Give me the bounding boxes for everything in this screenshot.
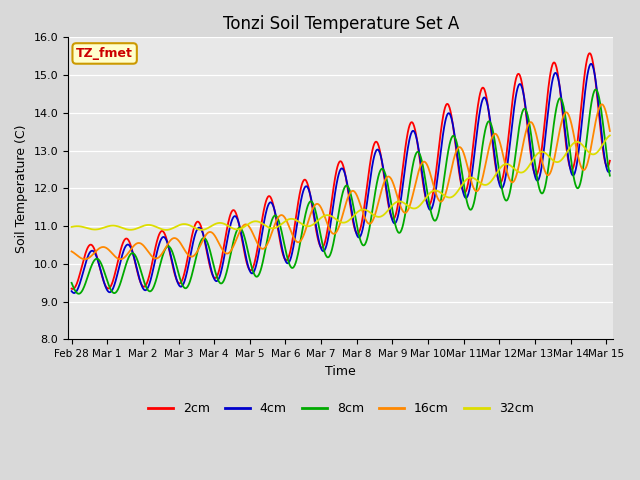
- 8cm: [75, 291, 83, 297]
- Line: 32cm: 32cm: [72, 135, 610, 230]
- 32cm: [139, 223, 147, 229]
- Text: TZ_fmet: TZ_fmet: [76, 47, 133, 60]
- 4cm: [70, 290, 78, 296]
- 2cm: [351, 227, 358, 232]
- 8cm: [301, 211, 309, 217]
- Y-axis label: Soil Temperature (C): Soil Temperature (C): [15, 124, 28, 252]
- 4cm: [606, 168, 614, 174]
- 8cm: [250, 269, 257, 275]
- 32cm: [606, 132, 614, 138]
- 32cm: [68, 224, 76, 230]
- 16cm: [159, 250, 166, 255]
- 16cm: [301, 227, 309, 233]
- Line: 4cm: 4cm: [72, 64, 610, 293]
- 2cm: [586, 50, 593, 56]
- 32cm: [351, 212, 358, 217]
- 4cm: [250, 270, 257, 276]
- 32cm: [250, 219, 257, 225]
- 4cm: [362, 206, 370, 212]
- 2cm: [140, 284, 147, 289]
- 8cm: [592, 86, 600, 92]
- Line: 2cm: 2cm: [72, 53, 610, 289]
- 2cm: [250, 264, 257, 269]
- 16cm: [81, 256, 88, 262]
- Line: 8cm: 8cm: [72, 89, 610, 294]
- 2cm: [68, 286, 76, 291]
- 4cm: [587, 61, 595, 67]
- 16cm: [606, 128, 614, 134]
- 16cm: [598, 101, 605, 107]
- 2cm: [362, 191, 370, 196]
- 4cm: [68, 288, 76, 294]
- 4cm: [159, 234, 166, 240]
- 32cm: [301, 223, 309, 228]
- 2cm: [606, 158, 614, 164]
- 32cm: [162, 227, 170, 233]
- Title: Tonzi Soil Temperature Set A: Tonzi Soil Temperature Set A: [223, 15, 459, 33]
- 2cm: [68, 286, 76, 292]
- 4cm: [140, 286, 147, 292]
- 4cm: [301, 184, 309, 190]
- 16cm: [362, 217, 370, 223]
- 8cm: [140, 276, 147, 282]
- 16cm: [351, 189, 358, 195]
- 8cm: [362, 239, 370, 245]
- 16cm: [140, 243, 147, 249]
- 16cm: [250, 232, 257, 238]
- 32cm: [159, 227, 166, 232]
- Legend: 2cm, 4cm, 8cm, 16cm, 32cm: 2cm, 4cm, 8cm, 16cm, 32cm: [143, 397, 539, 420]
- 16cm: [68, 249, 76, 254]
- X-axis label: Time: Time: [325, 365, 356, 378]
- 8cm: [159, 252, 166, 258]
- 2cm: [159, 228, 166, 234]
- 4cm: [351, 225, 358, 231]
- 8cm: [68, 280, 76, 286]
- Line: 16cm: 16cm: [72, 104, 610, 259]
- 32cm: [362, 207, 370, 213]
- 8cm: [606, 173, 614, 179]
- 8cm: [351, 211, 358, 217]
- 2cm: [301, 177, 309, 183]
